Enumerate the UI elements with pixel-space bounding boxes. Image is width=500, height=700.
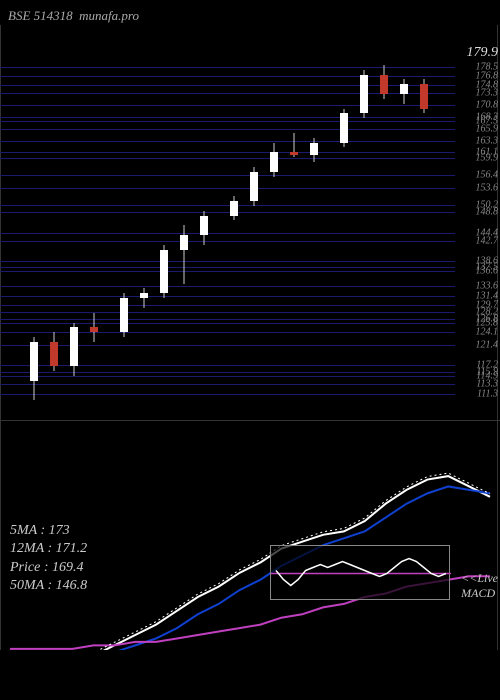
- gridline: [0, 312, 455, 313]
- ma50-label: 50MA : 146.8: [10, 577, 87, 595]
- gridline: [0, 121, 455, 122]
- gridline: [0, 117, 455, 118]
- ma-labels: 5MA : 173 12MA : 171.2 Price : 169.4 50M…: [10, 522, 87, 595]
- gridline: [0, 141, 455, 142]
- gridline: [0, 319, 455, 320]
- gridline-label: 124.1: [476, 326, 499, 337]
- gridline-label: 121.4: [476, 339, 499, 350]
- ma12-label: 12MA : 171.2: [10, 540, 87, 558]
- gridline: [0, 394, 455, 395]
- gridline: [0, 323, 455, 324]
- gridline-label: 156.4: [476, 169, 499, 180]
- panel-separator: [0, 420, 500, 421]
- gridline-label: 148.8: [476, 206, 499, 217]
- gridline: [0, 271, 455, 272]
- symbol-label: 514318: [34, 8, 73, 23]
- gridline-label: 170.8: [476, 99, 499, 110]
- gridline-label: 153.6: [476, 183, 499, 194]
- gridline: [0, 241, 455, 242]
- gridline: [0, 372, 455, 373]
- gridline: [0, 129, 455, 130]
- macd-label: <<Live MACD: [461, 571, 498, 600]
- gridline: [0, 188, 455, 189]
- gridline: [0, 345, 455, 346]
- watermark: munafa.pro: [79, 8, 139, 23]
- gridline-label: 136.6: [476, 265, 499, 276]
- gridline-label: 111.3: [477, 388, 498, 399]
- gridline: [0, 158, 455, 159]
- price-panel: 179.9 178.5176.8174.8173.3170.8168.3167.…: [0, 25, 500, 415]
- gridline-label: 133.6: [476, 280, 499, 291]
- gridline-label: 165.9: [476, 123, 499, 134]
- gridline: [0, 212, 455, 213]
- gridline: [0, 286, 455, 287]
- high-price-label: 179.9: [467, 45, 499, 61]
- exchange-label: BSE: [8, 8, 30, 23]
- gridline: [0, 296, 455, 297]
- macd-svg: [271, 546, 451, 601]
- gridline: [0, 376, 455, 377]
- gridline: [0, 67, 455, 68]
- gridline: [0, 205, 455, 206]
- ma5-label: 5MA : 173: [10, 522, 87, 540]
- gridline: [0, 105, 455, 106]
- gridline-label: 173.3: [476, 87, 499, 98]
- gridline-label: 163.3: [476, 136, 499, 147]
- gridline: [0, 175, 455, 176]
- macd-inset: [270, 545, 450, 600]
- price-label: Price : 169.4: [10, 559, 87, 577]
- gridline: [0, 267, 455, 268]
- gridline-label: 159.9: [476, 152, 499, 163]
- gridline: [0, 261, 455, 262]
- indicator-panel: 5MA : 173 12MA : 171.2 Price : 169.4 50M…: [0, 440, 500, 650]
- gridline: [0, 152, 455, 153]
- chart-header: BSE 514318 munafa.pro: [8, 8, 139, 24]
- gridline: [0, 305, 455, 306]
- gridline: [0, 233, 455, 234]
- gridline: [0, 332, 455, 333]
- gridline: [0, 365, 455, 366]
- gridline: [0, 384, 455, 385]
- gridline-label: 142.7: [476, 236, 499, 247]
